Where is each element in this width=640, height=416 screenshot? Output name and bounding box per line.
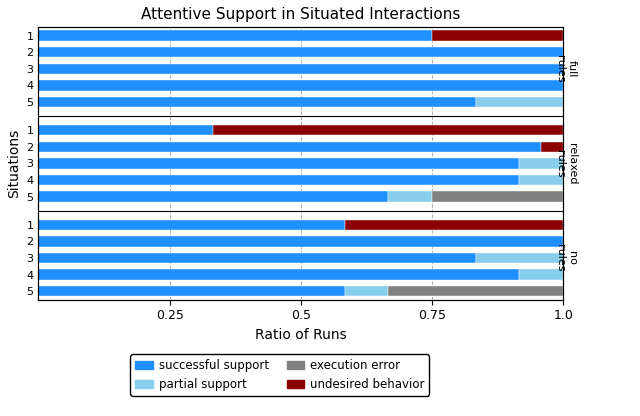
Bar bbox=[38, 97, 476, 107]
Bar bbox=[344, 220, 563, 230]
Bar bbox=[432, 191, 563, 202]
Bar bbox=[541, 142, 563, 152]
Bar bbox=[38, 236, 563, 247]
Bar bbox=[38, 191, 388, 202]
Bar bbox=[344, 286, 388, 296]
Bar bbox=[432, 30, 563, 41]
Y-axis label: Situations: Situations bbox=[7, 129, 21, 198]
Bar bbox=[38, 158, 520, 168]
Bar bbox=[520, 175, 563, 185]
Bar bbox=[38, 253, 476, 263]
X-axis label: Ratio of Runs: Ratio of Runs bbox=[255, 328, 347, 342]
Bar bbox=[38, 270, 520, 280]
Bar bbox=[388, 286, 563, 296]
Bar bbox=[38, 47, 563, 57]
Bar bbox=[520, 270, 563, 280]
Bar bbox=[520, 158, 563, 168]
Bar bbox=[38, 175, 520, 185]
Bar bbox=[38, 64, 563, 74]
Bar bbox=[476, 253, 563, 263]
Bar bbox=[38, 220, 344, 230]
Bar bbox=[38, 30, 432, 41]
Bar bbox=[213, 125, 563, 135]
Bar bbox=[38, 142, 541, 152]
Bar bbox=[388, 191, 432, 202]
Bar bbox=[38, 286, 344, 296]
Legend: successful support, partial support, execution error, undesired behavior: successful support, partial support, exe… bbox=[131, 354, 429, 396]
Bar bbox=[38, 80, 563, 91]
Title: Attentive Support in Situated Interactions: Attentive Support in Situated Interactio… bbox=[141, 7, 461, 22]
Bar bbox=[38, 125, 213, 135]
Bar bbox=[476, 97, 563, 107]
